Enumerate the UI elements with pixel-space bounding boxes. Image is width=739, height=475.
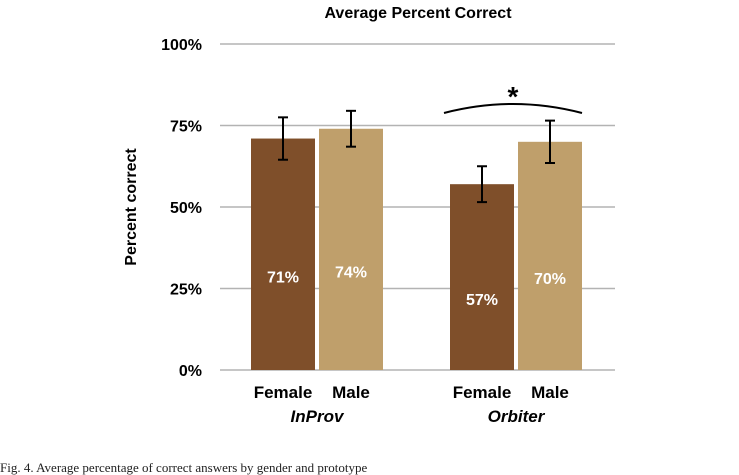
bar (518, 141, 582, 370)
chart-title: Average Percent Correct (324, 5, 512, 22)
y-tick-label: 100% (161, 37, 202, 54)
x-tick-label: Female (453, 383, 512, 402)
x-tick-label: Male (531, 383, 569, 402)
y-tick-label: 50% (170, 200, 202, 217)
error-bars (278, 109, 555, 204)
group-label: InProv (291, 407, 345, 426)
value-label: 74% (335, 264, 367, 281)
significance-asterisk: * (508, 81, 519, 112)
x-tick-label: Male (332, 383, 370, 402)
y-tick-label: 75% (170, 119, 202, 136)
group-label: Orbiter (488, 407, 546, 426)
bar (319, 128, 383, 370)
value-label: 71% (267, 269, 299, 286)
y-axis-label: Percent correct (123, 148, 140, 266)
significance-bracket (443, 103, 583, 114)
value-labels: 71% 74% 57% 70% (267, 264, 566, 309)
bar (251, 138, 315, 370)
y-tick-label: 0% (179, 363, 202, 380)
group-labels: InProv Orbiter (291, 407, 546, 426)
bar (450, 184, 514, 370)
value-label: 70% (534, 271, 566, 288)
value-label: 57% (466, 292, 498, 309)
x-axis-labels: Female Male Female Male (254, 383, 569, 402)
bar-chart: Average Percent Correct 0%25%50%75%100% … (123, 5, 615, 426)
x-tick-label: Female (254, 383, 313, 402)
figure-caption: Fig. 4. Average percentage of correct an… (0, 461, 368, 475)
y-tick-label: 25% (170, 282, 202, 299)
bars (251, 128, 582, 370)
y-axis-ticks: 0% 25% 50% 75% 100% (161, 37, 202, 380)
